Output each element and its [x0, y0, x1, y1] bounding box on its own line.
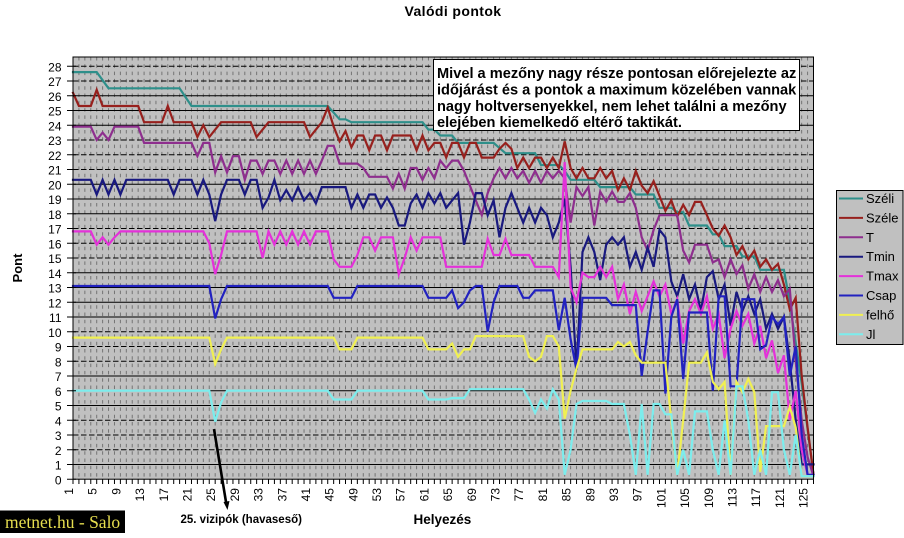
svg-text:nagy holtversenyekkel, nem leh: nagy holtversenyekkel, nem lehet találni…: [437, 99, 787, 115]
svg-text:69: 69: [465, 488, 479, 502]
svg-text:16: 16: [48, 237, 62, 251]
svg-text:77: 77: [512, 488, 526, 502]
svg-text:97: 97: [631, 488, 645, 502]
svg-text:Tmax: Tmax: [866, 269, 899, 284]
svg-text:Jl: Jl: [866, 327, 876, 342]
svg-text:105: 105: [678, 488, 692, 508]
svg-text:2: 2: [55, 444, 62, 458]
svg-text:61: 61: [417, 488, 431, 502]
svg-text:8: 8: [55, 355, 62, 369]
svg-text:Csap: Csap: [866, 288, 896, 303]
svg-text:25. vizipók (havaseső): 25. vizipók (havaseső): [181, 514, 303, 526]
svg-text:21: 21: [181, 488, 195, 502]
svg-text:Valódi pontok: Valódi pontok: [405, 3, 502, 19]
svg-text:81: 81: [536, 488, 550, 502]
svg-text:5: 5: [55, 400, 62, 414]
svg-text:25: 25: [48, 105, 62, 119]
svg-text:felhő: felhő: [866, 307, 894, 322]
svg-text:0: 0: [55, 473, 62, 487]
svg-text:Tmin: Tmin: [866, 249, 895, 264]
svg-text:19: 19: [48, 193, 62, 207]
svg-text:6: 6: [55, 385, 62, 399]
svg-text:45: 45: [323, 488, 337, 502]
svg-text:Helyezés: Helyezés: [414, 512, 472, 527]
svg-text:21: 21: [48, 164, 62, 178]
svg-text:89: 89: [583, 488, 597, 502]
svg-text:3: 3: [55, 429, 62, 443]
svg-text:11: 11: [49, 311, 62, 325]
svg-text:27: 27: [48, 75, 62, 89]
svg-text:117: 117: [749, 488, 763, 507]
svg-text:57: 57: [394, 488, 408, 502]
svg-text:időjárást és a pontok a maximu: időjárást és a pontok a maximum közelébe…: [437, 83, 797, 99]
svg-text:101: 101: [654, 488, 668, 508]
svg-text:10: 10: [48, 326, 62, 340]
svg-text:121: 121: [773, 488, 787, 508]
svg-text:37: 37: [275, 488, 289, 502]
svg-text:12: 12: [48, 296, 62, 310]
svg-text:9: 9: [55, 341, 62, 355]
svg-text:109: 109: [702, 488, 716, 508]
svg-text:metnet.hu - Salo: metnet.hu - Salo: [5, 512, 120, 532]
svg-text:Széli: Széli: [866, 191, 894, 206]
svg-text:29: 29: [228, 488, 242, 502]
svg-text:Mivel a mezőny nagy része pont: Mivel a mezőny nagy része pontosan előre…: [437, 66, 796, 82]
svg-text:17: 17: [157, 488, 171, 502]
svg-text:13: 13: [133, 488, 147, 502]
svg-text:25: 25: [204, 488, 218, 502]
svg-text:T: T: [866, 230, 874, 245]
svg-text:15: 15: [48, 252, 62, 266]
svg-text:1: 1: [55, 459, 62, 473]
svg-text:85: 85: [560, 488, 574, 502]
svg-text:53: 53: [370, 488, 384, 502]
svg-text:41: 41: [299, 488, 313, 502]
svg-text:elejében kiemelkedő eltérő tak: elejében kiemelkedő eltérő taktikát.: [437, 115, 682, 131]
svg-text:113: 113: [726, 488, 740, 507]
svg-text:22: 22: [48, 149, 62, 163]
svg-text:4: 4: [55, 414, 62, 428]
svg-text:Pont: Pont: [10, 253, 25, 283]
svg-text:65: 65: [441, 488, 455, 502]
svg-text:26: 26: [48, 90, 62, 104]
svg-text:5: 5: [86, 488, 100, 495]
svg-text:18: 18: [48, 208, 62, 222]
svg-text:17: 17: [48, 223, 62, 237]
svg-text:73: 73: [489, 488, 503, 502]
svg-text:1: 1: [62, 488, 76, 495]
svg-text:24: 24: [48, 119, 62, 133]
svg-text:125: 125: [797, 488, 811, 508]
svg-text:13: 13: [48, 282, 62, 296]
svg-text:20: 20: [48, 178, 62, 192]
svg-text:7: 7: [55, 370, 62, 384]
svg-text:9: 9: [109, 488, 123, 495]
svg-text:33: 33: [252, 488, 266, 502]
svg-text:14: 14: [48, 267, 62, 281]
svg-text:28: 28: [48, 60, 62, 74]
svg-text:23: 23: [48, 134, 62, 148]
svg-text:Széle: Széle: [866, 210, 899, 225]
svg-text:93: 93: [607, 488, 621, 502]
svg-text:49: 49: [346, 488, 360, 502]
